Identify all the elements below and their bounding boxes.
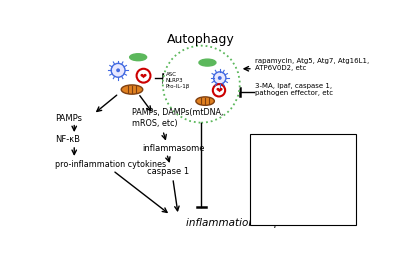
Text: DAMPs: DAMPs — [273, 164, 299, 173]
Text: PAMPs: PAMPs — [55, 113, 82, 122]
Ellipse shape — [196, 97, 215, 105]
Circle shape — [256, 163, 267, 174]
Circle shape — [214, 72, 226, 84]
Text: PAMPs, DAMPs(mtDNA,
mROS, etc): PAMPs, DAMPs(mtDNA, mROS, etc) — [132, 108, 223, 128]
Circle shape — [111, 63, 125, 77]
Text: ❤: ❤ — [258, 164, 265, 173]
Ellipse shape — [130, 54, 147, 61]
Text: ❤: ❤ — [215, 86, 223, 95]
Text: viruses: viruses — [273, 209, 300, 218]
Text: caspase 1: caspase 1 — [148, 167, 190, 176]
Text: pro-inflammation cytokines: pro-inflammation cytokines — [55, 160, 166, 169]
Text: NF-κB: NF-κB — [55, 135, 80, 144]
Ellipse shape — [255, 196, 271, 203]
Circle shape — [259, 211, 263, 215]
Text: inflammation response: inflammation response — [186, 218, 306, 228]
Text: stimulation: stimulation — [273, 138, 316, 146]
Circle shape — [116, 68, 120, 72]
Circle shape — [256, 208, 267, 219]
Circle shape — [137, 69, 150, 83]
Ellipse shape — [121, 85, 143, 94]
Text: ASC
NLRP3
Pro-IL-1β: ASC NLRP3 Pro-IL-1β — [166, 72, 190, 89]
Text: Autophagy: Autophagy — [167, 33, 235, 46]
Text: bacteria: bacteria — [273, 195, 305, 204]
Circle shape — [218, 76, 222, 80]
Text: inflammasome: inflammasome — [142, 144, 205, 153]
Text: 3-MA, Ipaf, caspase 1,
pathogen effector, etc: 3-MA, Ipaf, caspase 1, pathogen effector… — [255, 83, 333, 96]
Text: inhibition: inhibition — [273, 151, 309, 160]
Ellipse shape — [254, 179, 271, 187]
Circle shape — [213, 84, 225, 96]
Circle shape — [163, 46, 240, 123]
Text: rapamycin, Atg5, Atg7, Atg16L1,
ATP6V0D2, etc: rapamycin, Atg5, Atg7, Atg16L1, ATP6V0D2… — [255, 58, 369, 71]
Ellipse shape — [199, 59, 216, 66]
Text: ❤: ❤ — [140, 71, 147, 80]
FancyBboxPatch shape — [250, 134, 356, 225]
Text: damaged
mitochondria: damaged mitochondria — [273, 173, 324, 192]
